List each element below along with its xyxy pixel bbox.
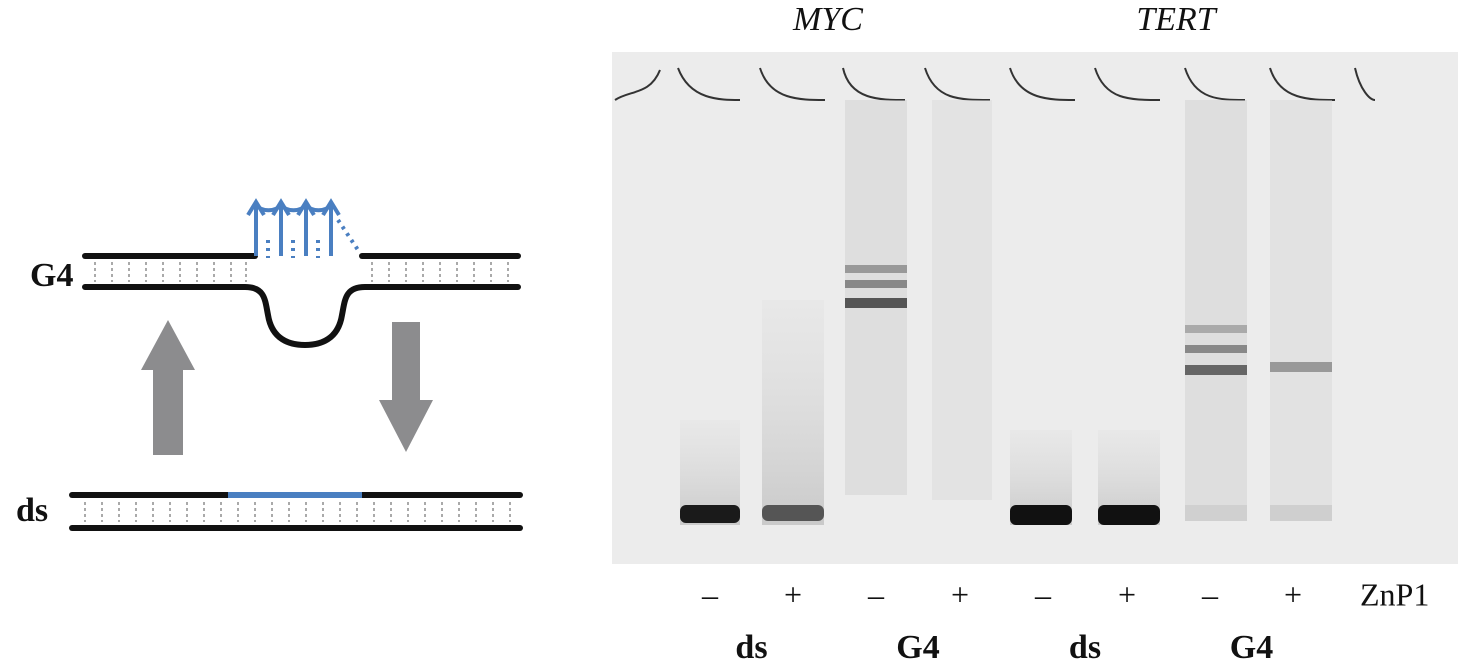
- group-label: ds: [1069, 629, 1101, 666]
- gene-label: TERT: [1136, 1, 1217, 38]
- lane-sign: +: [784, 576, 802, 612]
- schematic: G4 ds: [16, 198, 523, 531]
- lane-sign: –: [1201, 576, 1219, 612]
- treatment-label: ZnP1: [1360, 576, 1429, 612]
- group-label: G4: [1230, 629, 1273, 666]
- lane-sign: –: [701, 576, 719, 612]
- gel: [612, 52, 1458, 564]
- group-label: ds: [735, 629, 767, 666]
- bands: [680, 265, 1332, 525]
- group-labels: ds G4 ds G4: [735, 629, 1273, 666]
- lane-sign: +: [1284, 576, 1302, 612]
- lane-sign: +: [951, 576, 969, 612]
- lane-sign: –: [867, 576, 885, 612]
- down-arrow: [379, 322, 433, 452]
- up-arrow: [141, 320, 195, 455]
- quadruplex: [246, 198, 360, 258]
- base-pairs: [84, 262, 511, 522]
- gene-label: MYC: [792, 1, 863, 38]
- lane-labels: – + – + – + – +: [701, 576, 1302, 612]
- g4-label: G4: [30, 257, 73, 294]
- lane-sign: –: [1034, 576, 1052, 612]
- group-label: G4: [896, 629, 939, 666]
- ds-label: ds: [16, 492, 48, 529]
- lane-sign: +: [1118, 576, 1136, 612]
- strands: [69, 253, 523, 531]
- wells: [614, 67, 1376, 101]
